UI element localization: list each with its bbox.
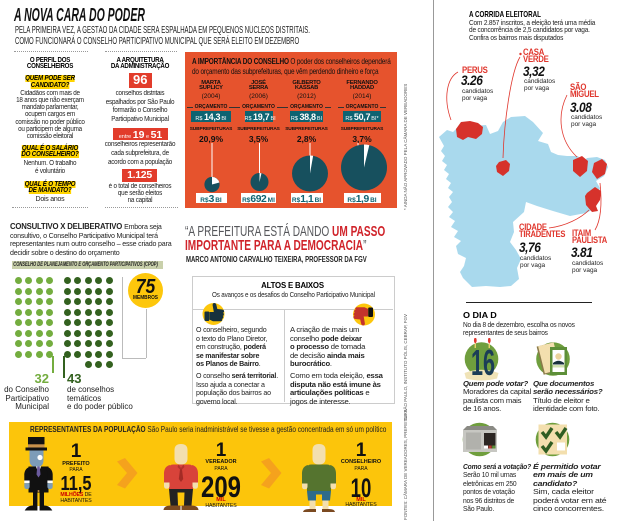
svg-text:16: 16 (471, 342, 495, 383)
